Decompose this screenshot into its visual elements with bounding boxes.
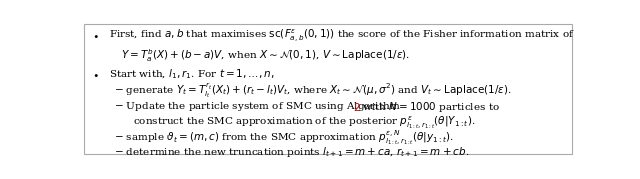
Text: with $N = 1000$ particles to: with $N = 1000$ particles to	[359, 100, 500, 114]
Text: $-$ sample $\vartheta_t = (m, c)$ from the SMC approximation $p^{\epsilon,N}_{l_: $-$ sample $\vartheta_t = (m, c)$ from t…	[114, 129, 454, 147]
Text: $-$ generate $Y_t = T^{r_t}_{l_t}(X_t) + (r_t - l_t)V_t$, where $X_t \sim \mathc: $-$ generate $Y_t = T^{r_t}_{l_t}(X_t) +…	[114, 81, 511, 100]
Text: $-$ Update the particle system of SMC using Algorithm: $-$ Update the particle system of SMC us…	[114, 100, 401, 113]
Text: $2$: $2$	[353, 101, 361, 113]
Text: construct the SMC approximation of the posterior $p^\epsilon_{l_{1:t},r_{1:t}}(\: construct the SMC approximation of the p…	[133, 114, 476, 131]
Text: First, find $a, b$ that maximises $\mathrm{sc}(F^\epsilon_{a,b}(0,1))$ the score: First, find $a, b$ that maximises $\math…	[109, 28, 575, 44]
Text: Start with, $l_1, r_1$. For $t = 1, \ldots, n,$: Start with, $l_1, r_1$. For $t = 1, \ldo…	[109, 68, 275, 81]
Text: $Y = T^b_a(X) + (b-a)V$, when $X \sim \mathcal{N}(0,1)$, $V \sim \mathrm{Laplace: $Y = T^b_a(X) + (b-a)V$, when $X \sim \m…	[121, 47, 410, 64]
Text: $\bullet$: $\bullet$	[92, 32, 99, 40]
Text: $-$ determine the new truncation points $l_{t+1} = m + ca$, $r_{t+1} = m + cb$.: $-$ determine the new truncation points …	[114, 145, 469, 159]
Text: $\bullet$: $\bullet$	[92, 70, 99, 79]
